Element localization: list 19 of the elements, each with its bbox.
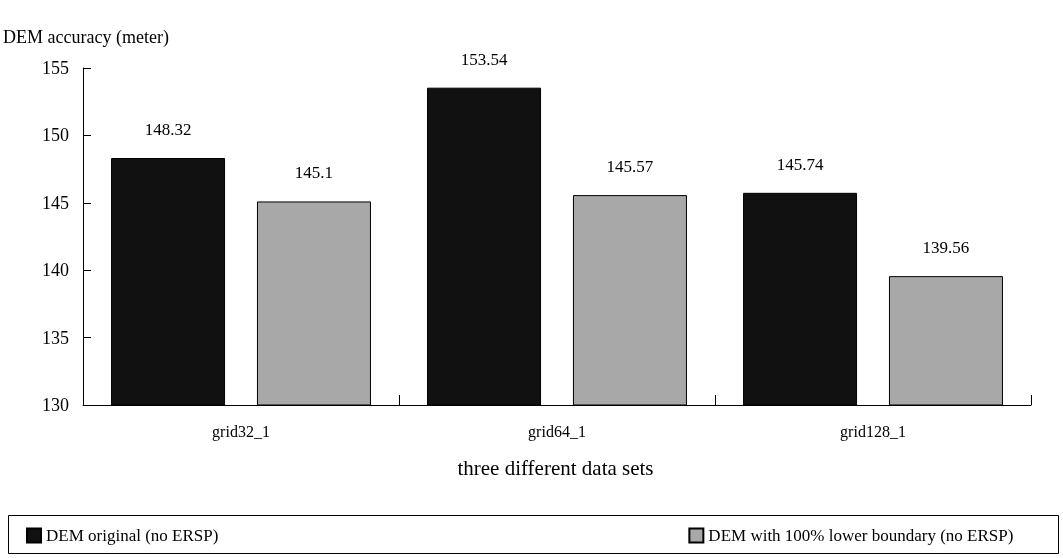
- y-tick-label: 155: [42, 58, 69, 78]
- data-label: 139.56: [922, 238, 970, 258]
- legend-label: DEM with 100% lower boundary (no ERSP): [708, 526, 1014, 545]
- data-label: 145.57: [606, 157, 654, 177]
- y-tick-label: 150: [42, 125, 69, 146]
- x-tick-label: grid64_1: [528, 422, 586, 441]
- y-tick-label: 140: [42, 260, 69, 281]
- x-tick-label: grid128_1: [840, 422, 906, 441]
- y-tick-label: 135: [42, 327, 69, 348]
- data-label: 145.1: [294, 163, 334, 183]
- data-label: 145.74: [776, 154, 824, 174]
- x-axis-title: three different data sets: [456, 456, 655, 481]
- data-label: 153.54: [460, 49, 508, 69]
- y-tick-label: 145: [42, 192, 69, 213]
- legend-label: DEM original (no ERSP): [46, 526, 219, 545]
- y-tick-label: 130: [42, 395, 69, 415]
- x-tick-label: grid32_1: [212, 422, 270, 441]
- y-axis-title: DEM accuracy (meter): [3, 27, 169, 48]
- data-label: 148.32: [144, 120, 192, 140]
